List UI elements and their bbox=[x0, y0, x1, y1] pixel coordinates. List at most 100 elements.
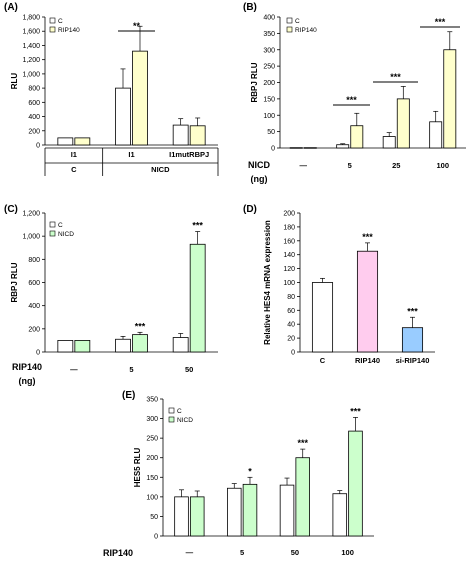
significance-marker: *** bbox=[135, 321, 146, 331]
bar bbox=[401, 327, 424, 353]
x-tick-label: 50 bbox=[291, 548, 299, 557]
legend-swatch bbox=[286, 26, 293, 33]
x-tick-label: — bbox=[186, 548, 194, 557]
y-axis-label: RBPJ RLU bbox=[250, 62, 259, 102]
y-tick-label: 400 bbox=[28, 303, 40, 310]
x-tick-label: I1 bbox=[71, 150, 77, 159]
panel-2: (B) 0 50 100 150 200 250 300 350 400 RBPJ RLU — 5 25 1… bbox=[243, 2, 466, 184]
y-tick-label: 100 bbox=[263, 113, 275, 120]
bar bbox=[132, 334, 148, 353]
y-tick-label: 250 bbox=[263, 64, 275, 71]
y-axis-label: RLU bbox=[10, 73, 19, 90]
y-tick-label: 300 bbox=[146, 416, 158, 423]
x-tick-label: RIP140 bbox=[355, 356, 380, 365]
y-axis-label: Relative HES4 mRNA expression bbox=[263, 220, 272, 345]
significance-marker: *** bbox=[192, 221, 203, 231]
legend-swatch bbox=[286, 17, 293, 24]
condition-label: NICD bbox=[248, 160, 270, 170]
legend-label: C bbox=[295, 18, 300, 25]
bar bbox=[396, 98, 410, 149]
bar bbox=[74, 340, 91, 353]
legend-label: RIP140 bbox=[58, 27, 80, 34]
x-tick-label: — bbox=[300, 161, 308, 170]
legend-label: NICD bbox=[177, 417, 193, 424]
y-tick-label: 1,800 bbox=[22, 15, 40, 22]
bar bbox=[132, 50, 148, 146]
y-tick-label: 350 bbox=[146, 397, 158, 404]
y-tick-label: 150 bbox=[263, 96, 275, 103]
y-tick-label: 0 bbox=[36, 350, 40, 357]
y-tick-label: 400 bbox=[263, 15, 275, 22]
y-tick-label: 1,000 bbox=[22, 234, 40, 241]
y-tick-label: 200 bbox=[28, 128, 40, 135]
bar bbox=[57, 137, 74, 146]
bar bbox=[57, 340, 74, 353]
significance-marker: *** bbox=[297, 438, 308, 448]
y-tick-label: 800 bbox=[28, 257, 40, 264]
panel-label: (A) bbox=[4, 2, 18, 13]
x-tick-label: — bbox=[70, 365, 78, 374]
bar bbox=[350, 125, 364, 149]
x-tick-label: 100 bbox=[341, 548, 354, 557]
condition-unit: (ng) bbox=[251, 174, 268, 184]
y-tick-label: 80 bbox=[287, 294, 295, 301]
condition-label: RIP140 bbox=[12, 362, 42, 372]
x-tick-label: 5 bbox=[240, 548, 244, 557]
bar bbox=[242, 483, 258, 537]
bar bbox=[289, 147, 303, 149]
y-tick-label: 200 bbox=[283, 211, 295, 218]
y-tick-label: 0 bbox=[291, 350, 295, 357]
bar bbox=[227, 487, 242, 537]
legend-swatch bbox=[49, 230, 56, 237]
panel-label: (E) bbox=[122, 390, 135, 401]
bar bbox=[279, 484, 295, 537]
y-tick-label: 0 bbox=[36, 143, 40, 150]
bar bbox=[332, 493, 348, 537]
y-tick-label: 150 bbox=[146, 475, 158, 482]
group-label: C bbox=[71, 165, 77, 174]
x-tick-label: I1 bbox=[128, 150, 134, 159]
x-tick-label: I1mutRBPJ bbox=[169, 150, 209, 159]
group-label: NICD bbox=[151, 165, 170, 174]
y-tick-label: 160 bbox=[283, 238, 295, 245]
x-tick-label: 100 bbox=[436, 161, 449, 170]
bar bbox=[189, 125, 206, 146]
panel-label: (C) bbox=[4, 204, 18, 215]
y-tick-label: 600 bbox=[28, 100, 40, 107]
y-tick-label: 0 bbox=[154, 534, 158, 541]
bar bbox=[115, 87, 131, 146]
x-tick-label: 25 bbox=[392, 161, 400, 170]
y-tick-label: 300 bbox=[263, 47, 275, 54]
y-tick-label: 1,200 bbox=[22, 57, 40, 64]
y-tick-label: 400 bbox=[28, 114, 40, 121]
legend-swatch bbox=[49, 221, 56, 228]
legend-label: RIP140 bbox=[295, 27, 317, 34]
x-tick-label: 5 bbox=[129, 365, 133, 374]
x-tick-label: C bbox=[320, 356, 326, 365]
y-tick-label: 50 bbox=[150, 514, 158, 521]
bar bbox=[172, 124, 189, 146]
y-tick-label: 1,400 bbox=[22, 43, 40, 50]
panel-label: (B) bbox=[243, 2, 257, 13]
significance-marker: * bbox=[248, 466, 252, 476]
panel-4: (D) 0 20 40 60 80 100 120 140 160 180 200 Relative H… bbox=[243, 204, 435, 365]
y-axis-label: RBPJ RLU bbox=[10, 262, 19, 302]
significance-marker: ** bbox=[133, 21, 141, 31]
bar bbox=[74, 137, 91, 146]
bar bbox=[336, 144, 350, 149]
significance-marker: *** bbox=[362, 232, 373, 242]
bar bbox=[174, 496, 189, 537]
y-tick-label: 250 bbox=[146, 436, 158, 443]
significance-marker: *** bbox=[350, 406, 361, 416]
bar bbox=[172, 337, 189, 353]
bar bbox=[356, 250, 379, 353]
y-tick-label: 50 bbox=[267, 129, 275, 136]
significance-marker: *** bbox=[346, 95, 357, 105]
bar bbox=[382, 136, 396, 149]
legend-label: C bbox=[177, 408, 182, 415]
panel-label: (D) bbox=[243, 204, 257, 215]
bar bbox=[429, 121, 443, 149]
y-tick-label: 200 bbox=[28, 326, 40, 333]
condition-label: RIP140 bbox=[103, 548, 133, 558]
